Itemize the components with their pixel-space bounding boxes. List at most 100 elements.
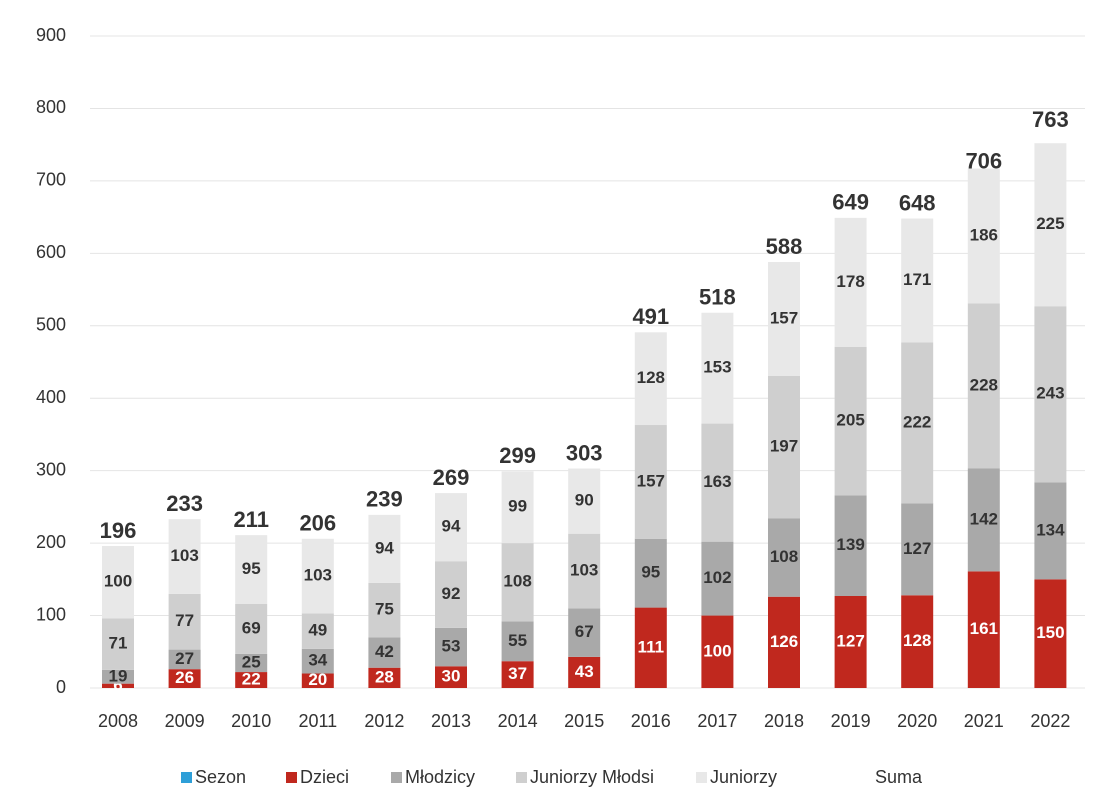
data-label: 128 bbox=[903, 631, 931, 650]
y-tick-label: 100 bbox=[36, 604, 66, 624]
x-tick-label: 2013 bbox=[431, 711, 471, 731]
bar-segment bbox=[834, 217, 867, 347]
bar-segment bbox=[235, 535, 268, 604]
y-tick-label: 800 bbox=[36, 97, 66, 117]
data-label: 19 bbox=[109, 666, 128, 685]
data-label: 108 bbox=[503, 572, 531, 591]
legend-label: Juniorzy bbox=[710, 767, 777, 787]
bar-segment bbox=[901, 218, 934, 343]
data-label: 186 bbox=[970, 225, 998, 244]
bar-segment bbox=[102, 618, 134, 670]
x-tick-label: 2014 bbox=[498, 711, 538, 731]
x-tick-label: 2015 bbox=[564, 711, 604, 731]
bar-segment bbox=[568, 468, 601, 534]
legend-swatch bbox=[696, 772, 707, 783]
bar-segment bbox=[768, 518, 800, 597]
legend-swatch bbox=[286, 772, 297, 783]
bar-segment bbox=[701, 615, 734, 688]
bar-segment bbox=[501, 661, 534, 688]
data-label: 103 bbox=[170, 546, 198, 565]
data-label: 161 bbox=[970, 619, 998, 638]
data-label: 243 bbox=[1036, 384, 1064, 403]
data-label: 197 bbox=[770, 437, 798, 456]
bar-segment bbox=[901, 342, 934, 504]
bar-segment bbox=[368, 637, 401, 668]
bar-segment bbox=[301, 648, 334, 674]
x-tick-label: 2010 bbox=[231, 711, 271, 731]
data-label: 95 bbox=[242, 559, 261, 578]
bar-segment bbox=[1034, 579, 1067, 688]
bar-segment bbox=[967, 303, 1000, 469]
data-label: 103 bbox=[570, 560, 598, 579]
total-label: 649 bbox=[832, 190, 869, 215]
data-label: 26 bbox=[175, 668, 194, 687]
bar-segment bbox=[768, 375, 800, 519]
bar-segment bbox=[435, 666, 467, 688]
x-tick-label: 2016 bbox=[631, 711, 671, 731]
legend-label: Dzieci bbox=[300, 767, 349, 787]
bar-segment bbox=[901, 503, 934, 596]
bar-segment bbox=[235, 653, 268, 673]
x-tick-label: 2012 bbox=[364, 711, 404, 731]
total-label: 706 bbox=[965, 148, 1002, 173]
bar-segment bbox=[701, 423, 734, 542]
total-label: 763 bbox=[1032, 107, 1069, 132]
bar-segment bbox=[768, 596, 800, 688]
bar-segment bbox=[501, 543, 534, 622]
data-label: 103 bbox=[304, 566, 332, 585]
x-tick-label: 2019 bbox=[831, 711, 871, 731]
legend-label: Sezon bbox=[195, 767, 246, 787]
bar-segment bbox=[967, 571, 1000, 688]
data-label: 25 bbox=[242, 652, 261, 671]
bar-segment bbox=[568, 656, 601, 688]
total-label: 269 bbox=[433, 465, 470, 490]
data-label: 43 bbox=[575, 662, 594, 681]
data-label: 127 bbox=[903, 539, 931, 558]
bar-segment bbox=[168, 593, 201, 650]
data-label: 95 bbox=[641, 563, 660, 582]
data-label: 142 bbox=[970, 509, 998, 528]
bar-segment bbox=[102, 546, 134, 619]
total-label: 196 bbox=[100, 518, 137, 543]
x-tick-label: 2022 bbox=[1030, 711, 1070, 731]
y-tick-label: 300 bbox=[36, 459, 66, 479]
bar-segment bbox=[168, 649, 201, 670]
data-label: 55 bbox=[508, 631, 527, 650]
total-label: 233 bbox=[166, 491, 203, 516]
legend-swatch bbox=[391, 772, 402, 783]
bar-segment bbox=[435, 627, 467, 667]
legend-label: Młodzicy bbox=[405, 767, 475, 787]
data-label: 150 bbox=[1036, 623, 1064, 642]
total-label: 299 bbox=[499, 443, 536, 468]
data-label: 126 bbox=[770, 632, 798, 651]
bar-segment bbox=[368, 514, 401, 583]
data-label: 94 bbox=[442, 517, 461, 536]
data-label: 42 bbox=[375, 642, 394, 661]
bar-segment bbox=[568, 608, 601, 657]
bar-segment bbox=[834, 346, 867, 496]
data-label: 157 bbox=[770, 308, 798, 327]
data-label: 225 bbox=[1036, 214, 1064, 233]
bar-segment bbox=[235, 672, 268, 688]
data-label: 153 bbox=[703, 358, 731, 377]
bar-segment bbox=[1034, 306, 1067, 483]
y-tick-label: 500 bbox=[36, 315, 66, 335]
data-label: 139 bbox=[836, 535, 864, 554]
bar-segment bbox=[301, 613, 334, 649]
data-label: 171 bbox=[903, 270, 931, 289]
data-label: 37 bbox=[508, 664, 527, 683]
data-label: 111 bbox=[638, 637, 665, 656]
y-tick-label: 200 bbox=[36, 532, 66, 552]
data-label: 6 bbox=[113, 675, 122, 694]
data-label: 53 bbox=[442, 637, 461, 656]
data-label: 127 bbox=[836, 631, 864, 650]
bar-segment bbox=[701, 312, 734, 424]
data-label: 71 bbox=[109, 634, 128, 653]
x-tick-label: 2009 bbox=[165, 711, 205, 731]
data-label: 69 bbox=[242, 618, 261, 637]
bar-segment bbox=[834, 595, 867, 688]
bar-segment bbox=[368, 582, 401, 638]
data-label: 90 bbox=[575, 491, 594, 510]
bar-segment bbox=[168, 519, 201, 594]
